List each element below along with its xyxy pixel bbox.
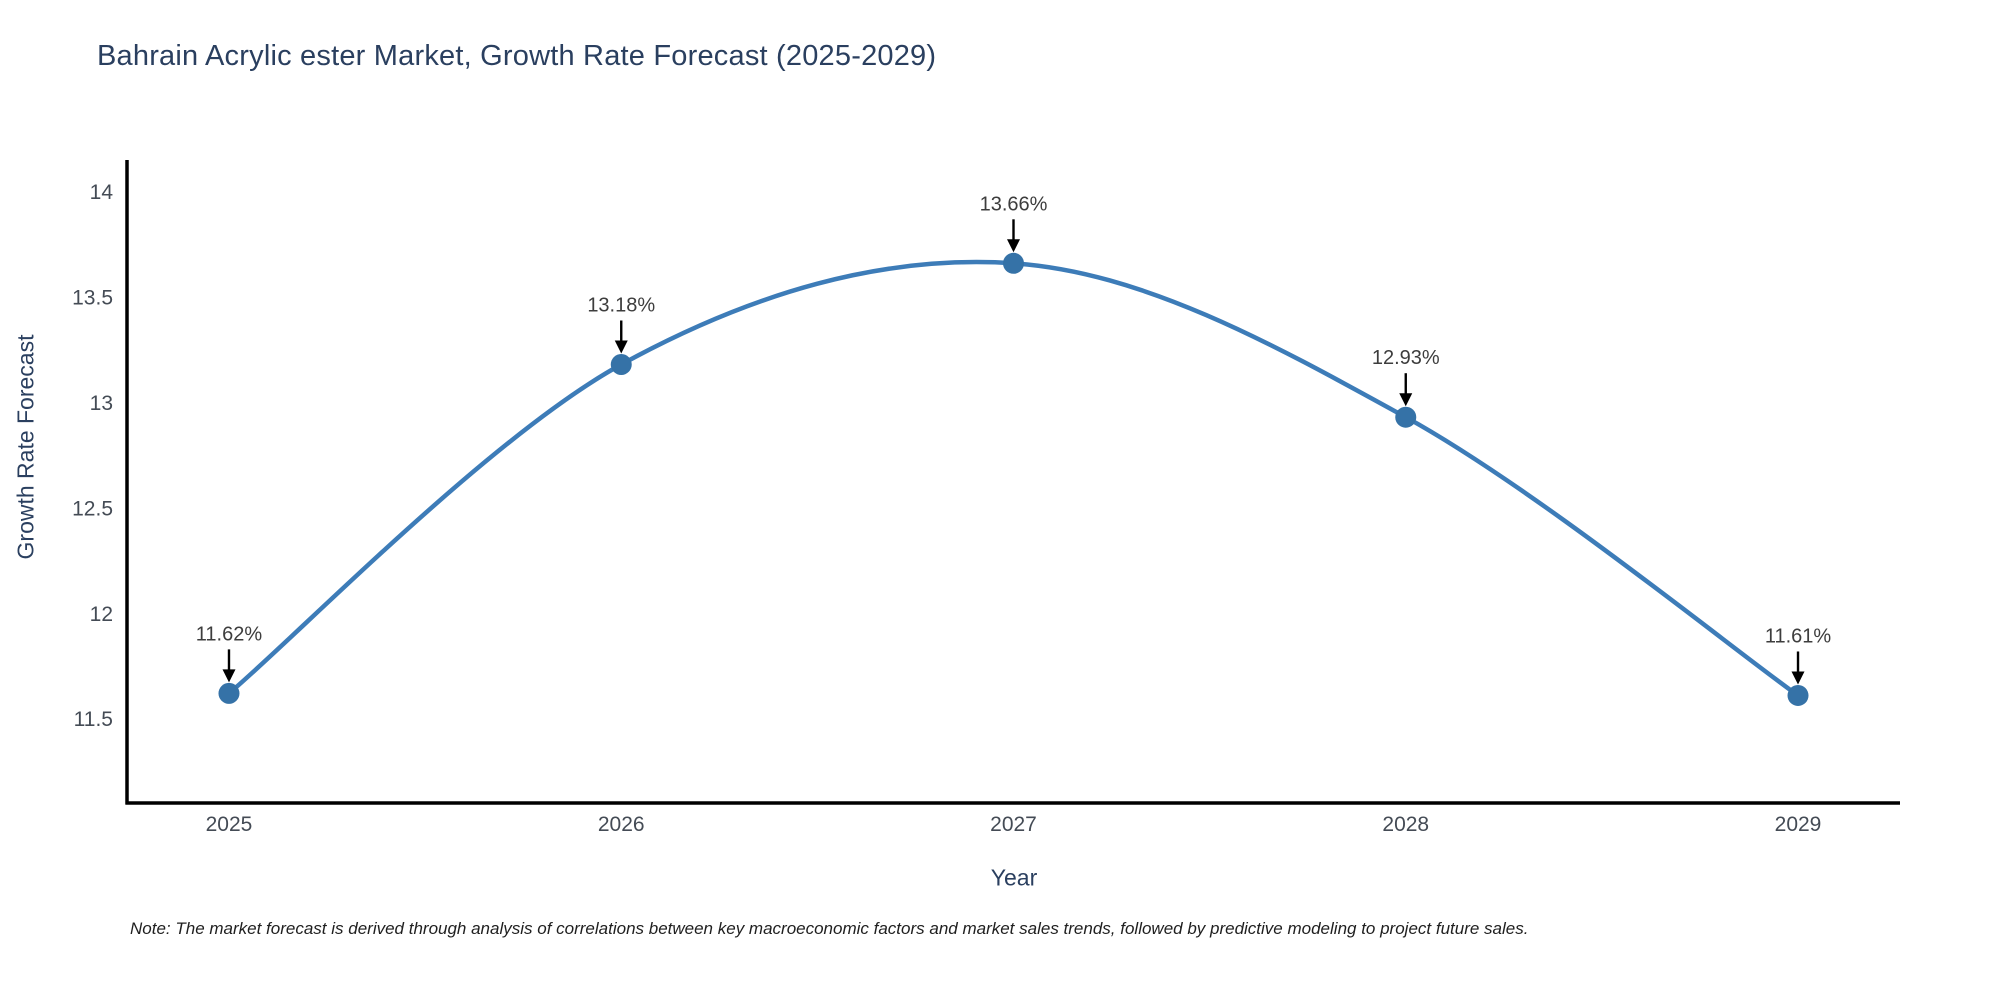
y-tick-label: 12.5 xyxy=(72,497,113,520)
y-tick-label: 13.5 xyxy=(72,287,113,310)
x-tick-label: 2028 xyxy=(1382,813,1429,836)
annotation-arrowhead xyxy=(1007,239,1020,253)
y-tick-label: 14 xyxy=(90,181,114,204)
x-tick-label: 2027 xyxy=(990,813,1037,836)
annotation-label: 11.61% xyxy=(1765,625,1832,647)
annotation-arrowhead xyxy=(222,669,236,683)
y-tick-label: 13 xyxy=(90,392,113,415)
x-tick-label: 2029 xyxy=(1775,813,1822,836)
annotations: 11.62% 13.18% 13.66% 12.93% 11.61% xyxy=(196,193,1832,685)
x-tick-label: 2026 xyxy=(598,813,645,836)
trend-curve xyxy=(226,259,1801,698)
y-tick-label: 12 xyxy=(90,603,113,626)
chart-title: Bahrain Acrylic ester Market, Growth Rat… xyxy=(97,40,937,72)
annotation-arrowhead xyxy=(1399,393,1413,407)
footnote: Note: The market forecast is derived thr… xyxy=(130,919,1529,938)
data-point-marker xyxy=(1787,684,1809,706)
annotation-arrowhead xyxy=(1791,671,1805,685)
data-series xyxy=(218,252,1809,706)
data-point-marker xyxy=(1395,406,1417,428)
data-point-marker xyxy=(1003,252,1024,274)
annotation-label: 13.66% xyxy=(980,193,1048,215)
annotation-label: 12.93% xyxy=(1372,347,1440,369)
x-tick-label: 2025 xyxy=(206,813,253,836)
x-axis-title: Year xyxy=(990,864,1038,891)
tick-labels: 11.5 12 12.5 13 13.5 14 2025 2026 2027 2028 2029 xyxy=(72,181,1821,836)
annotation-arrowhead xyxy=(614,340,628,354)
annotation-label: 11.62% xyxy=(196,623,263,645)
annotation-label: 13.18% xyxy=(587,294,655,316)
y-tick-label: 11.5 xyxy=(74,708,113,731)
y-axis-title: Growth Rate Forecast xyxy=(12,334,39,560)
data-point-marker xyxy=(610,353,632,375)
data-point-marker xyxy=(218,682,240,704)
